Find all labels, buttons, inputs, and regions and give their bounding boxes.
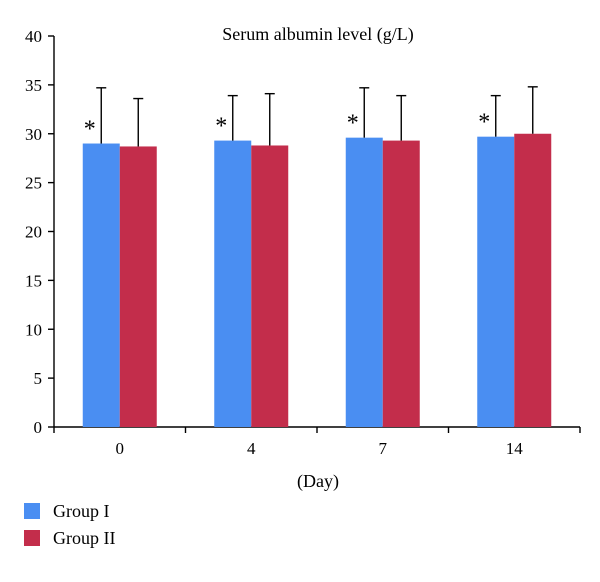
bar-group-ii-day-0	[119, 146, 157, 427]
significance-marker: *	[347, 111, 359, 137]
legend-swatch	[24, 530, 40, 546]
bar-group-i-day-4	[214, 140, 252, 427]
bar-group-i-day-7	[345, 137, 383, 427]
bar-group-ii-day-14	[514, 133, 552, 427]
y-tick-label: 10	[25, 320, 42, 339]
legend-label: Group I	[53, 501, 110, 521]
y-tick-label: 5	[34, 369, 43, 388]
legend-swatch	[24, 503, 40, 519]
y-tick-label: 25	[25, 174, 42, 193]
x-tick-label: 4	[247, 439, 256, 458]
bar-group-ii-day-7	[382, 140, 420, 427]
y-tick-label: 30	[25, 125, 42, 144]
y-tick-label: 0	[34, 418, 43, 437]
x-tick-label: 14	[506, 439, 524, 458]
x-tick-label: 7	[379, 439, 388, 458]
x-tick-label: 0	[116, 439, 125, 458]
x-axis-title: (Day)	[297, 471, 339, 492]
y-tick-label: 35	[25, 76, 42, 95]
significance-marker: *	[215, 114, 227, 140]
y-tick-label: 15	[25, 271, 42, 290]
bar-group-i-day-0	[82, 143, 120, 427]
significance-marker: *	[84, 117, 96, 143]
bar-group-i-day-14	[477, 136, 515, 427]
significance-marker: *	[478, 110, 490, 136]
legend-label: Group II	[53, 528, 115, 548]
y-tick-label: 20	[25, 223, 42, 242]
y-tick-label: 40	[25, 27, 42, 46]
legend: Group I Group II	[24, 501, 115, 548]
plot-area: 0 5 10 15 20 25 30 35 40 * 0 * 4 * 7 * 14	[25, 27, 581, 458]
chart-title: Serum albumin level (g/L)	[222, 24, 413, 45]
bar-group-ii-day-4	[251, 145, 289, 428]
